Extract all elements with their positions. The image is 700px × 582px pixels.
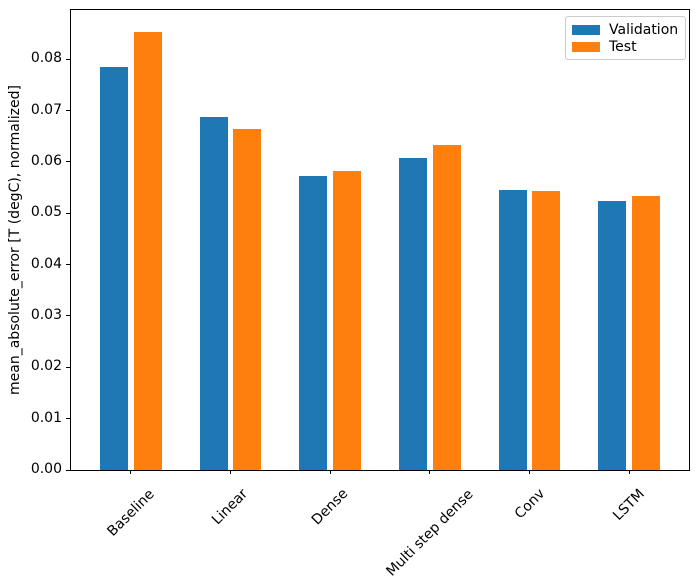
y-tick-mark	[66, 418, 70, 420]
y-tick-mark	[66, 469, 70, 471]
legend-swatch-test	[572, 41, 600, 52]
x-tick-mark	[628, 470, 630, 474]
x-tick-label-1: Linear	[209, 486, 252, 529]
y-tick-mark	[66, 264, 70, 266]
x-tick-label-5: LSTM	[610, 485, 649, 524]
x-tick-mark	[529, 470, 531, 474]
x-tick-mark	[229, 470, 231, 474]
y-tick-mark	[66, 110, 70, 112]
x-tick-label-2: Dense	[308, 485, 352, 529]
bar-validation-0	[99, 67, 128, 470]
bar-validation-1	[199, 117, 228, 470]
x-tick-mark	[130, 470, 132, 474]
bar-test-5	[632, 195, 661, 470]
x-tick-label-3: Multi step dense	[383, 486, 477, 580]
y-tick-label: 0.08	[30, 50, 62, 67]
y-tick-label: 0.02	[30, 358, 62, 375]
y-axis-label: mean_absolute_error [T (degC), normalize…	[7, 85, 23, 395]
x-tick-label-4: Conv	[511, 486, 548, 523]
y-tick-mark	[66, 161, 70, 163]
bar-test-2	[333, 170, 362, 470]
legend-item-validation: Validation	[572, 21, 679, 38]
y-tick-mark	[66, 58, 70, 60]
y-tick-mark	[66, 366, 70, 368]
legend: Validation Test	[565, 16, 686, 60]
bar-validation-3	[398, 158, 427, 470]
bar-validation-2	[299, 176, 328, 470]
y-tick-label: 0.04	[30, 255, 62, 272]
legend-label-validation: Validation	[609, 21, 679, 38]
y-tick-label: 0.07	[30, 101, 62, 118]
bar-test-4	[532, 191, 561, 470]
y-tick-label: 0.00	[30, 461, 62, 477]
y-tick-label: 0.03	[30, 306, 62, 323]
legend-item-test: Test	[572, 38, 677, 55]
y-tick-label: 0.05	[30, 204, 62, 221]
bar-validation-4	[498, 190, 527, 470]
x-tick-mark	[429, 470, 431, 474]
bar-validation-5	[598, 200, 627, 470]
legend-swatch-validation	[572, 24, 600, 35]
y-tick-label: 0.01	[30, 409, 62, 426]
x-tick-mark	[329, 470, 331, 474]
legend-label-test: Test	[609, 38, 637, 55]
plot-area	[66, 9, 690, 474]
x-tick-label-0: Baseline	[104, 485, 158, 540]
bar-test-0	[133, 32, 162, 470]
y-tick-label: 0.06	[30, 152, 62, 169]
bar-test-1	[233, 129, 262, 470]
y-tick-mark	[66, 212, 70, 214]
y-tick-mark	[66, 315, 70, 317]
bar-test-3	[432, 144, 461, 470]
